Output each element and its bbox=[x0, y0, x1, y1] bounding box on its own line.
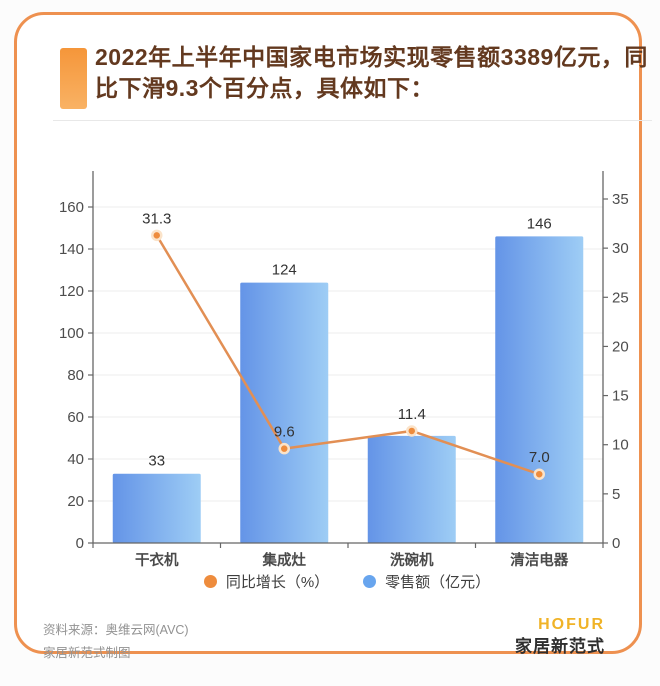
left-axis-label: 40 bbox=[67, 451, 84, 468]
bar-value-label: 33 bbox=[148, 453, 165, 470]
retail-legend-dot-icon bbox=[363, 575, 377, 588]
page-title: 2022年上半年中国家电市场实现零售额3389亿元，同比下滑9.3个百分点，具体… bbox=[95, 44, 648, 101]
brand-logo: HOFUR 家居新范式 bbox=[515, 615, 605, 659]
bar-洗碗机 bbox=[367, 435, 456, 543]
bar-干衣机 bbox=[112, 473, 201, 543]
source-line-1: 资料来源：奥维云网(AVC) bbox=[43, 623, 189, 637]
category-label: 干衣机 bbox=[135, 551, 179, 567]
legend-item-retail: 零售额（亿元） bbox=[363, 571, 490, 592]
right-axis-label: 15 bbox=[612, 388, 629, 405]
content-card: 2022年上半年中国家电市场实现零售额3389亿元，同比下滑9.3个百分点，具体… bbox=[14, 12, 652, 660]
logo-name-text: 家居新范式 bbox=[515, 637, 605, 656]
category-label: 清洁电器 bbox=[510, 551, 568, 567]
left-axis-label: 20 bbox=[67, 493, 84, 510]
left-axis-label: 100 bbox=[59, 325, 84, 342]
legend-label-growth: 同比增长（%） bbox=[225, 574, 330, 591]
line-point bbox=[533, 468, 545, 480]
title-divider bbox=[53, 120, 652, 121]
left-axis-label: 80 bbox=[67, 367, 84, 384]
line-point bbox=[278, 442, 290, 455]
combo-chart: 33 124 146 0 20 40 60 80 100 120 140 160 0 5 10 15 20 25 3… bbox=[17, 155, 660, 569]
legend-label-retail: 零售额（亿元） bbox=[385, 574, 491, 591]
right-axis-label: 35 bbox=[612, 191, 629, 208]
line-value-label: 11.4 bbox=[398, 406, 426, 423]
category-label: 集成灶 bbox=[262, 551, 307, 567]
line-point bbox=[151, 229, 163, 242]
category-label: 洗碗机 bbox=[390, 551, 434, 567]
line-value-label: 7.0 bbox=[529, 449, 550, 466]
title-accent-bar bbox=[60, 48, 87, 109]
left-axis-label: 140 bbox=[59, 241, 84, 258]
bar-集成灶 bbox=[240, 282, 329, 543]
bar-清洁电器 bbox=[495, 236, 584, 543]
chart-canvas: 33 124 146 0 20 40 60 80 100 120 140 160 0 5 10 15 20 25 3… bbox=[59, 171, 629, 569]
growth-legend-dot-icon bbox=[203, 575, 217, 588]
growth-line bbox=[155, 234, 540, 476]
bar-value-label: 124 bbox=[272, 262, 297, 279]
legend-item-growth: 同比增长（%） bbox=[203, 571, 330, 592]
line-value-label: 31.3 bbox=[142, 210, 171, 227]
chart-legend: 同比增长（%） 零售额（亿元） bbox=[17, 571, 660, 592]
line-point bbox=[406, 425, 418, 437]
right-axis-label: 30 bbox=[612, 240, 629, 257]
bar-value-label: 146 bbox=[527, 215, 552, 232]
right-axis-label: 0 bbox=[612, 535, 620, 552]
right-axis-label: 5 bbox=[612, 486, 620, 503]
left-axis-label: 120 bbox=[59, 283, 84, 300]
left-axis-label: 160 bbox=[59, 199, 84, 216]
left-axis-label: 60 bbox=[67, 409, 84, 426]
right-axis-label: 20 bbox=[612, 338, 629, 355]
line-value-label: 9.6 bbox=[274, 424, 295, 441]
logo-brand-text: HOFUR bbox=[538, 616, 605, 633]
source-line-2: 家居新范式制图 bbox=[43, 646, 131, 660]
right-axis-label: 10 bbox=[612, 437, 629, 454]
data-source: 资料来源：奥维云网(AVC) 家居新范式制图 bbox=[43, 619, 189, 665]
right-axis-label: 25 bbox=[612, 289, 629, 306]
left-axis-label: 0 bbox=[76, 535, 84, 552]
